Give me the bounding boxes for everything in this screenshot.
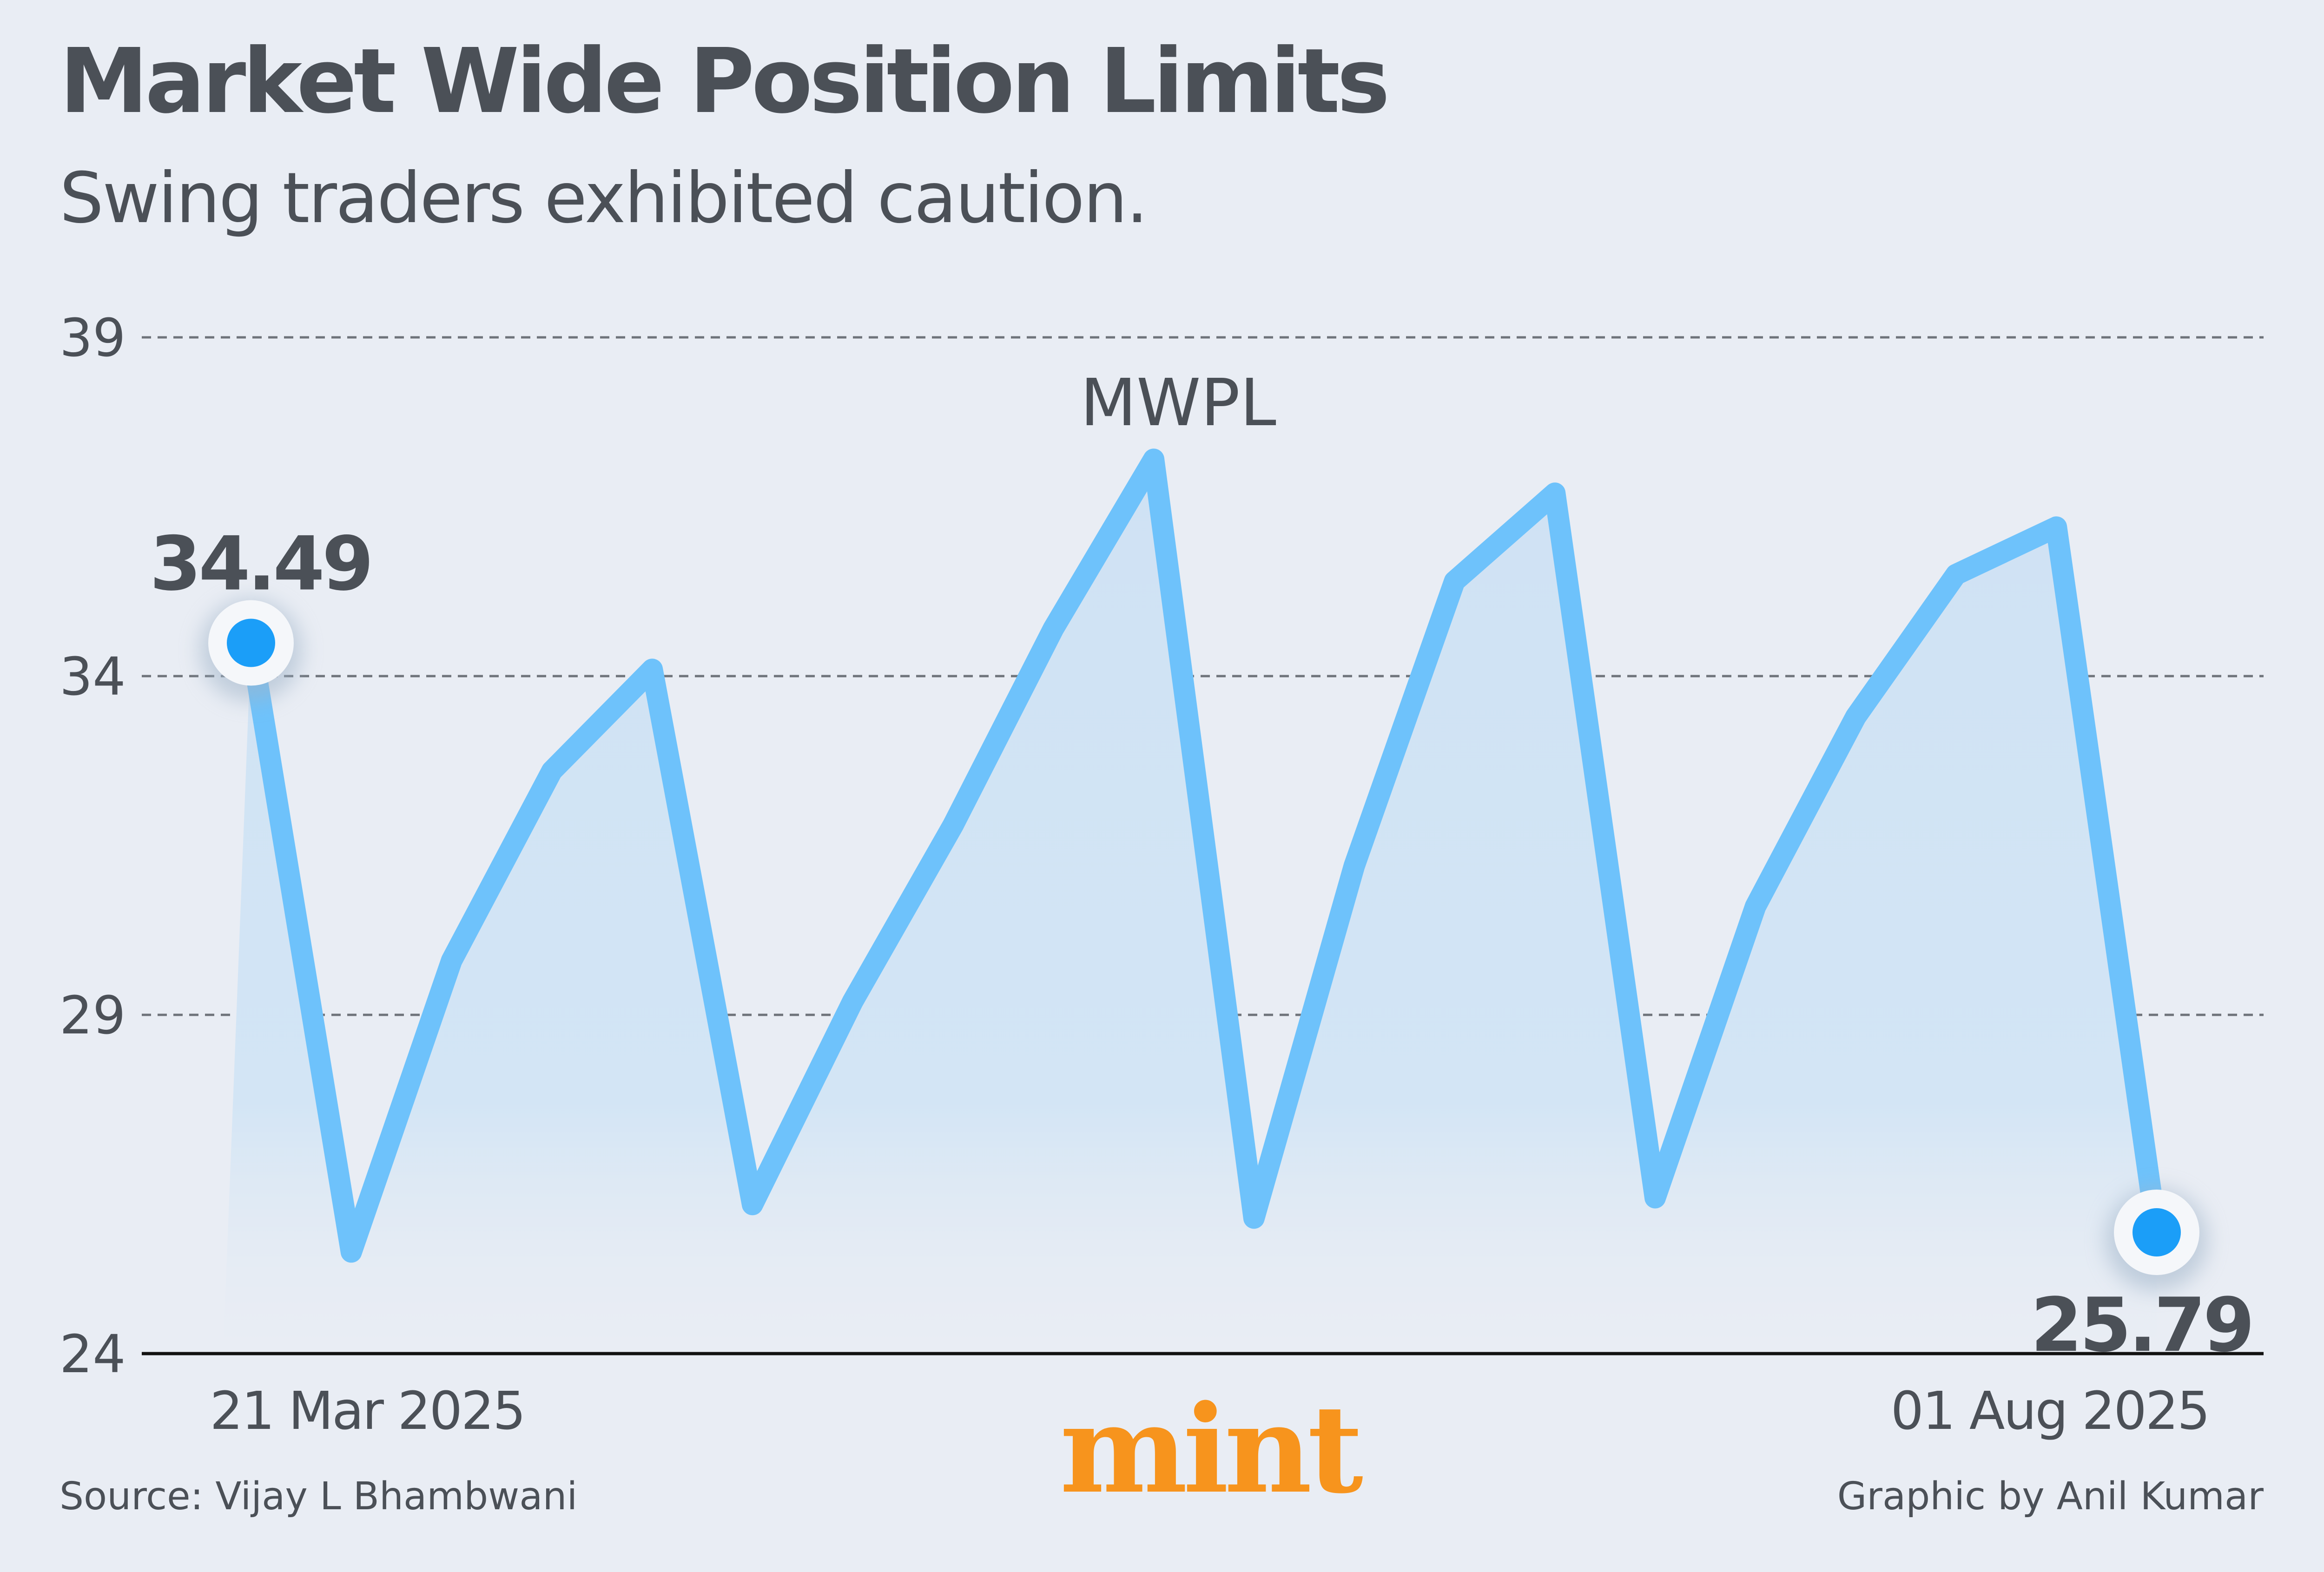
x-label-first: 21 Mar 2025 [210,1381,524,1441]
series-line-mwpl [240,448,2167,1263]
end-marker-dot [2133,1208,2181,1257]
y-tick-label: 29 [59,986,126,1046]
data-point [1952,571,1960,579]
x-label-last: 01 Aug 2025 [1891,1381,2209,1441]
data-point [347,1248,355,1256]
data-point [1751,902,1759,910]
area-fill [223,459,2157,1354]
data-point [648,665,656,673]
y-tick-label: 34 [59,647,126,707]
start-marker-dot [227,618,275,667]
series-label: MWPL [1080,365,1276,441]
data-point [1651,1194,1659,1202]
data-point [748,1201,756,1209]
data-point [1852,713,1860,721]
graphic-credit: Graphic by Anil Kumar [1837,1474,2264,1519]
end-value-label: 25.79 [2031,1282,2252,1368]
data-point [1250,1214,1258,1222]
start-value-label: 34.49 [150,520,371,607]
data-point [1350,862,1358,870]
data-point [1050,625,1057,632]
data-point [548,767,556,775]
source-credit: Source: Vijay L Bhambwani [59,1474,578,1519]
data-point [949,821,957,829]
data-point [849,997,857,1005]
chart-subtitle: Swing traders exhibited caution. [59,158,1148,239]
mint-logo: mint [1060,1379,1363,1520]
data-point [1451,577,1459,585]
chart-title: Market Wide Position Limits [59,30,1390,133]
data-point [1150,455,1158,463]
y-tick-label: 24 [59,1324,126,1385]
data-point [1551,489,1559,497]
data-point [448,957,456,965]
data-point [2053,523,2060,531]
y-tick-label: 39 [59,308,126,368]
